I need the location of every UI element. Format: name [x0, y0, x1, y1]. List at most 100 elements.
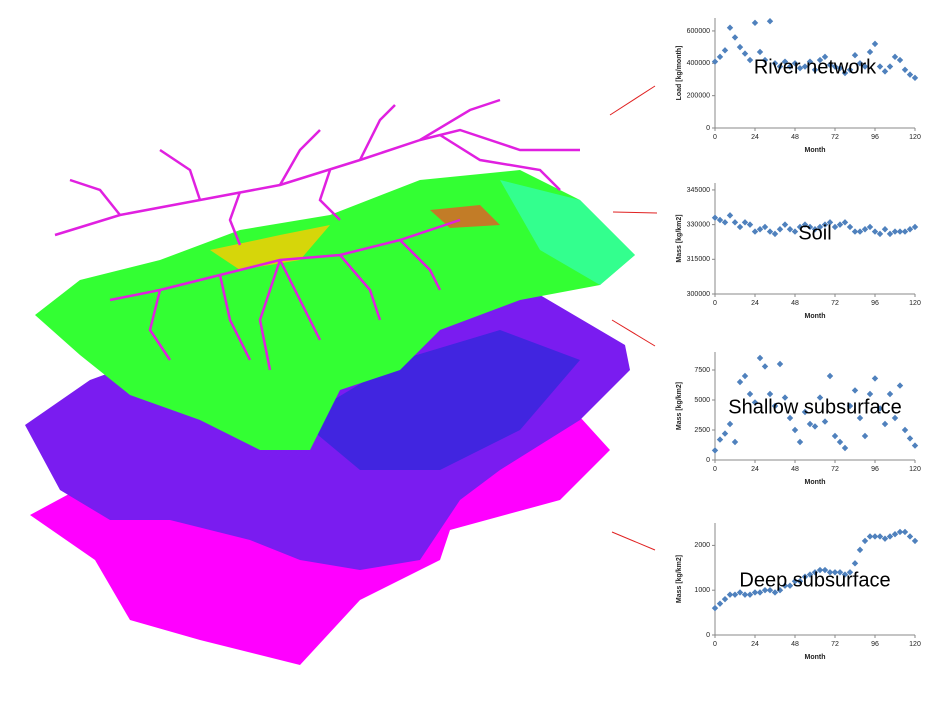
x-tick-label: 0: [713, 641, 717, 648]
point: [731, 219, 739, 226]
y-tick-label: 2000: [694, 542, 710, 549]
point: [861, 537, 869, 545]
point: [786, 226, 794, 233]
point: [791, 60, 799, 67]
y-tick-label: 7500: [694, 367, 710, 374]
arrow: [611, 531, 656, 551]
point: [741, 50, 749, 57]
chart-title: Deep subsurface: [739, 569, 890, 591]
point: [856, 546, 864, 554]
point: [836, 569, 844, 576]
y-axis-label: Mass [kg/km2]: [676, 555, 683, 603]
point: [756, 589, 764, 596]
x-tick-label: 120: [909, 466, 921, 473]
point: [856, 228, 864, 235]
x-axis-label: Month: [805, 147, 826, 154]
point: [836, 221, 844, 228]
point: [736, 43, 744, 51]
x-tick-label: 120: [909, 134, 921, 141]
chart-title: Soil: [798, 222, 831, 244]
arrow: [609, 85, 656, 116]
point: [811, 226, 819, 233]
point: [896, 528, 904, 536]
x-tick-label: 120: [909, 641, 921, 648]
point: [761, 587, 769, 594]
x-tick-label: 24: [751, 466, 759, 473]
point: [896, 382, 904, 389]
point: [721, 219, 729, 226]
x-tick-label: 0: [713, 466, 717, 473]
point: [766, 228, 774, 235]
y-tick-label: 0: [706, 632, 710, 639]
point: [731, 438, 739, 446]
point: [736, 223, 744, 231]
point: [876, 405, 884, 412]
x-tick-label: 72: [831, 300, 839, 307]
point: [731, 34, 739, 41]
x-tick-label: 48: [791, 641, 799, 648]
point: [851, 228, 859, 235]
point: [801, 63, 809, 70]
chart-title: River network: [754, 56, 877, 78]
point: [831, 223, 839, 231]
shallow-detail: [300, 330, 580, 470]
point: [871, 533, 879, 540]
point: [781, 221, 789, 228]
y-axis-label: Load [kg/month]: [676, 46, 683, 101]
point: [881, 535, 889, 542]
point: [721, 595, 729, 603]
point: [886, 390, 894, 398]
point: [821, 221, 829, 228]
point: [796, 578, 804, 585]
chart-title: Shallow subsurface: [728, 396, 901, 418]
point: [871, 375, 879, 382]
point: [836, 438, 844, 446]
point: [851, 560, 859, 567]
river-network: [54, 98, 580, 371]
x-tick-label: 48: [791, 134, 799, 141]
point: [806, 223, 814, 231]
point: [821, 418, 829, 425]
arrows: [609, 85, 658, 551]
point: [911, 442, 919, 449]
point: [716, 53, 724, 61]
point: [726, 212, 734, 219]
point: [881, 226, 889, 233]
point: [751, 19, 759, 27]
x-tick-label: 96: [871, 641, 879, 648]
point: [806, 420, 814, 428]
y-tick-label: 345000: [687, 187, 710, 194]
x-tick-label: 48: [791, 300, 799, 307]
point: [901, 228, 909, 235]
point: [746, 56, 754, 64]
point: [851, 387, 859, 394]
point: [791, 578, 799, 585]
point: [891, 414, 899, 422]
x-axis-label: Month: [805, 479, 826, 486]
chart-panel: 0 1000 2000 0 24 48 72 96 120 Month Mass [kg/km2] D…: [676, 523, 921, 661]
point: [761, 223, 769, 231]
point: [881, 68, 889, 75]
point: [801, 573, 809, 580]
point: [836, 64, 844, 72]
point: [816, 566, 824, 574]
point: [746, 221, 754, 228]
arrow: [612, 211, 658, 214]
point: [776, 360, 784, 368]
point: [766, 390, 774, 398]
point: [781, 394, 789, 401]
point: [756, 354, 764, 362]
x-tick-label: 24: [751, 300, 759, 307]
y-tick-label: 600000: [687, 28, 710, 35]
point: [761, 56, 769, 64]
point: [901, 528, 909, 536]
x-tick-label: 24: [751, 641, 759, 648]
point: [846, 402, 854, 410]
point: [841, 69, 849, 77]
y-tick-label: 400000: [687, 60, 710, 67]
point: [856, 60, 864, 67]
point: [831, 63, 839, 70]
point: [801, 408, 809, 416]
x-tick-label: 72: [831, 466, 839, 473]
